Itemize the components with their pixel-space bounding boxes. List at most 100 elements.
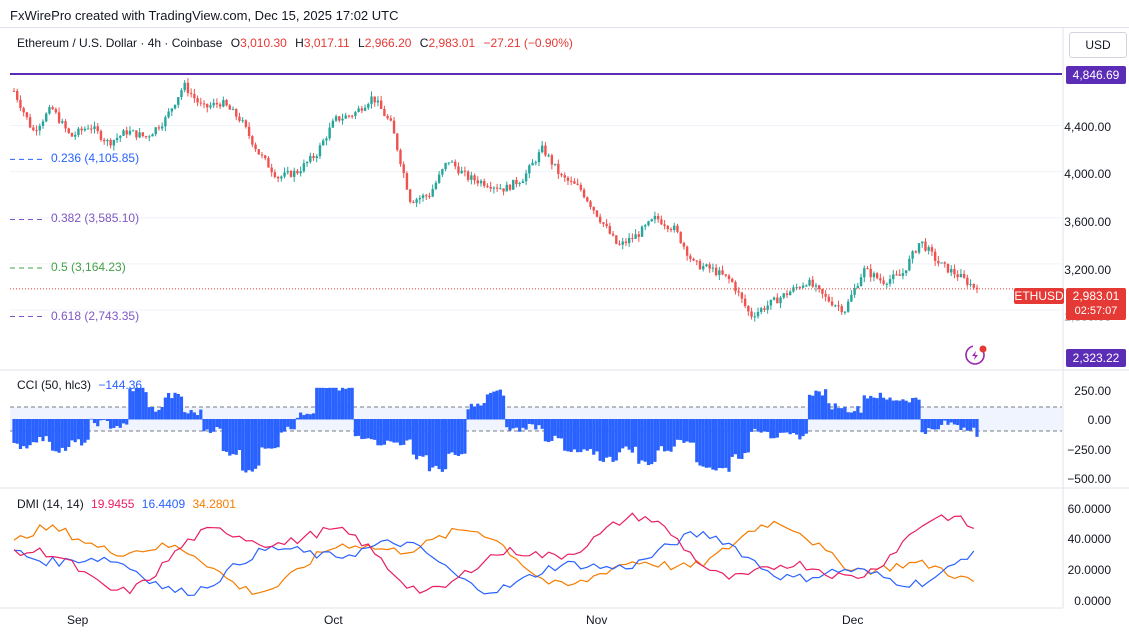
cci-bar — [221, 419, 225, 452]
cci-bar — [344, 388, 348, 420]
dmi-plus-value: 19.9455 — [91, 497, 135, 511]
candle-body — [399, 149, 402, 165]
cci-bar — [176, 394, 180, 420]
cci-bar — [576, 419, 580, 453]
candle-body — [821, 288, 824, 294]
cci-bar — [437, 419, 441, 470]
cci-bar — [134, 387, 138, 420]
cci-bar — [907, 402, 911, 420]
candle-body — [77, 128, 80, 135]
candle-body — [937, 260, 940, 264]
chart-caption: FxWirePro created with TradingView.com, … — [10, 8, 399, 23]
cci-bar — [86, 419, 90, 440]
cci-bar — [18, 419, 23, 450]
dmi-tick-20: 20.0000 — [1067, 563, 1111, 577]
candle-body — [975, 287, 979, 289]
cci-legend[interactable]: CCI (50, hlc3) −144.36 — [17, 378, 142, 392]
candle-body — [357, 108, 360, 113]
cci-bar — [605, 419, 609, 458]
candle-body — [328, 127, 331, 139]
candle-body — [64, 121, 67, 129]
cci-bar — [737, 419, 741, 459]
cci-bar — [643, 419, 647, 462]
cci-bar — [720, 419, 725, 469]
candle-body — [698, 261, 702, 270]
y-tick-4400: 4,400.00 — [1064, 120, 1111, 134]
candle-body — [473, 175, 476, 181]
cci-bar — [801, 419, 805, 437]
candle-body — [747, 306, 750, 312]
cci-bar — [92, 419, 97, 424]
candle-body — [869, 268, 872, 278]
cci-bar — [421, 419, 425, 457]
candle-body — [882, 280, 885, 284]
fib-level-0382: 0.382 (3,585.10) — [10, 211, 139, 225]
cci-bar — [862, 395, 866, 420]
cci-bar — [379, 419, 383, 446]
cci-bar — [530, 419, 535, 425]
cci-bar — [250, 419, 254, 472]
cci-bar — [427, 419, 432, 472]
candle-body — [611, 233, 615, 236]
candle-body — [666, 225, 670, 229]
cci-bar — [357, 419, 361, 436]
cci-bar — [662, 419, 667, 452]
cci-bar — [807, 394, 812, 420]
candle-body — [850, 294, 853, 302]
symbol-title[interactable]: Ethereum / U.S. Dollar · 4h · Coinbase — [17, 36, 223, 50]
cci-bar — [772, 419, 776, 439]
cci-bar — [257, 419, 261, 466]
candle-body — [521, 181, 525, 184]
cci-bar — [115, 419, 119, 427]
currency-button[interactable]: USD — [1069, 32, 1127, 58]
dmi-legend[interactable]: DMI (14, 14) 19.9455 16.4409 34.2801 — [17, 497, 236, 511]
cci-bar — [547, 419, 551, 443]
cci-bar — [266, 419, 271, 449]
cci-bar — [305, 413, 309, 420]
candle-body — [144, 136, 148, 138]
candle-body — [321, 140, 325, 146]
candle-body — [479, 180, 483, 184]
cci-bar — [891, 400, 895, 420]
candle-body — [647, 221, 650, 226]
cci-bar — [347, 387, 351, 420]
cci-bar — [759, 419, 763, 433]
cci-bar — [666, 419, 670, 451]
cci-bar — [440, 419, 444, 472]
last-price-tag: 2,983.01 02:57:07 — [1066, 288, 1126, 320]
candle-body — [808, 279, 811, 286]
candle-body — [637, 234, 641, 237]
candle-body — [396, 133, 399, 150]
candle-body — [54, 109, 58, 113]
cci-bar — [414, 419, 419, 460]
cci-bar — [537, 419, 541, 426]
cci-bar — [624, 419, 628, 447]
cci-bar — [650, 419, 654, 465]
candle-body — [563, 175, 566, 178]
candle-body — [280, 176, 283, 179]
cci-bar — [121, 419, 126, 424]
tradingview-replay-icon[interactable] — [963, 343, 991, 367]
cci-histogram — [10, 387, 1062, 473]
cci-bar — [469, 403, 473, 420]
candle-body — [112, 139, 116, 146]
candle-body — [766, 305, 769, 310]
dmi-minus-value: 16.4409 — [141, 497, 186, 511]
cci-bar — [157, 409, 161, 420]
cci-bar — [166, 392, 171, 420]
cci-bar — [875, 398, 879, 420]
candle-body — [363, 107, 367, 111]
cci-bar — [241, 419, 245, 471]
cci-bar — [315, 387, 319, 420]
cci-value: −144.36 — [98, 378, 143, 392]
cci-bar — [511, 419, 515, 429]
candle-body — [241, 120, 244, 122]
candle-body — [866, 268, 869, 270]
cci-bar — [15, 419, 19, 444]
cci-bar — [798, 419, 802, 440]
cci-bar — [460, 419, 464, 455]
candle-body — [598, 216, 602, 223]
cci-bar — [289, 419, 293, 430]
cci-bar — [550, 419, 554, 441]
